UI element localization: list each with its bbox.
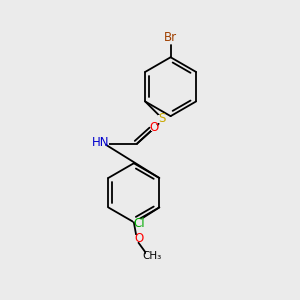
Bar <box>151 125 158 131</box>
Bar <box>146 252 159 260</box>
Bar <box>158 115 166 122</box>
Text: CH₃: CH₃ <box>143 251 162 261</box>
Bar <box>93 139 109 147</box>
Text: Cl: Cl <box>134 217 146 230</box>
Bar <box>135 235 142 242</box>
Text: O: O <box>134 232 143 245</box>
Text: O: O <box>150 122 159 134</box>
Text: S: S <box>158 112 166 125</box>
Text: Br: Br <box>164 31 177 44</box>
Text: HN: HN <box>92 136 110 149</box>
Bar <box>134 219 146 227</box>
Bar <box>164 33 177 41</box>
